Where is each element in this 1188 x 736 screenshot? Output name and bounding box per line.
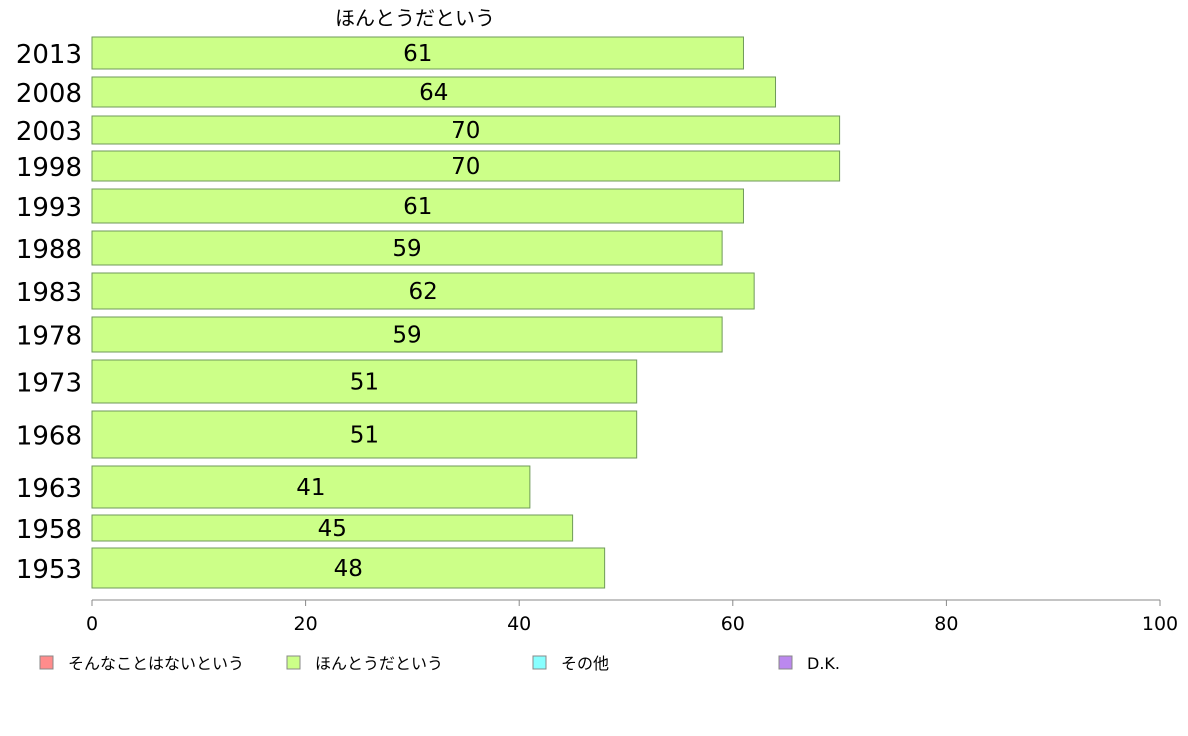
category-label-2013: 2013 xyxy=(16,40,82,70)
bars-group: 61 2013 64 2008 70 2003 70 1998 61 1993 59 1988 62 19… xyxy=(16,36,841,589)
bar-1968 xyxy=(91,410,638,459)
value-label-1993: 61 xyxy=(403,194,432,220)
legend-swatch-1 xyxy=(286,655,301,670)
category-label-1973: 1973 xyxy=(16,369,82,399)
value-label-1983: 62 xyxy=(408,279,437,305)
value-label-2003: 70 xyxy=(451,118,480,144)
bar-2003 xyxy=(91,115,841,145)
category-label-1998: 1998 xyxy=(16,153,82,183)
bar-1988 xyxy=(91,230,723,266)
legend-label-3: D.K. xyxy=(807,654,840,673)
bar-1953 xyxy=(91,547,606,589)
x-tick-label-0: 0 xyxy=(86,613,98,635)
x-tick-label-100: 100 xyxy=(1142,613,1178,635)
bar-1998 xyxy=(91,150,841,182)
legend-label-1: ほんとうだという xyxy=(315,654,443,673)
value-label-1963: 41 xyxy=(296,475,325,501)
category-label-2008: 2008 xyxy=(16,79,82,109)
legend-swatch-0 xyxy=(39,655,54,670)
value-label-1973: 51 xyxy=(350,370,379,396)
legend: そんなことはないという ほんとうだという その他 D.K. xyxy=(39,654,840,673)
value-label-1988: 59 xyxy=(392,236,421,262)
category-label-1968: 1968 xyxy=(16,422,82,452)
category-label-2003: 2003 xyxy=(16,117,82,147)
legend-label-2: その他 xyxy=(561,654,609,673)
category-label-1988: 1988 xyxy=(16,235,82,265)
bar-1963 xyxy=(91,465,531,509)
legend-swatch-3 xyxy=(778,655,793,670)
bar-2013 xyxy=(91,36,744,70)
value-label-2013: 61 xyxy=(403,41,432,67)
value-label-1998: 70 xyxy=(451,154,480,180)
chart-title: ほんとうだという xyxy=(335,6,495,30)
x-axis: 0 20 40 60 80 100 xyxy=(86,599,1178,635)
x-tick-label-60: 60 xyxy=(721,613,745,635)
value-label-1953: 48 xyxy=(334,556,363,582)
value-label-2008: 64 xyxy=(419,80,448,106)
value-label-1958: 45 xyxy=(318,516,347,542)
value-label-1978: 59 xyxy=(392,323,421,349)
bar-1958 xyxy=(91,514,574,542)
category-label-1978: 1978 xyxy=(16,322,82,352)
category-label-1963: 1963 xyxy=(16,474,82,504)
legend-swatch-2 xyxy=(532,655,547,670)
bar-1973 xyxy=(91,359,638,404)
legend-label-0: そんなことはないという xyxy=(68,654,244,673)
bar-1993 xyxy=(91,188,744,224)
bar-2008 xyxy=(91,76,777,108)
category-label-1993: 1993 xyxy=(16,193,82,223)
category-label-1958: 1958 xyxy=(16,515,82,545)
category-label-1983: 1983 xyxy=(16,278,82,308)
bar-1978 xyxy=(91,316,723,353)
bar-1983 xyxy=(91,272,755,310)
x-tick-label-20: 20 xyxy=(294,613,318,635)
category-label-1953: 1953 xyxy=(16,555,82,585)
x-tick-label-40: 40 xyxy=(507,613,531,635)
x-tick-label-80: 80 xyxy=(934,613,958,635)
value-label-1968: 51 xyxy=(350,423,379,449)
